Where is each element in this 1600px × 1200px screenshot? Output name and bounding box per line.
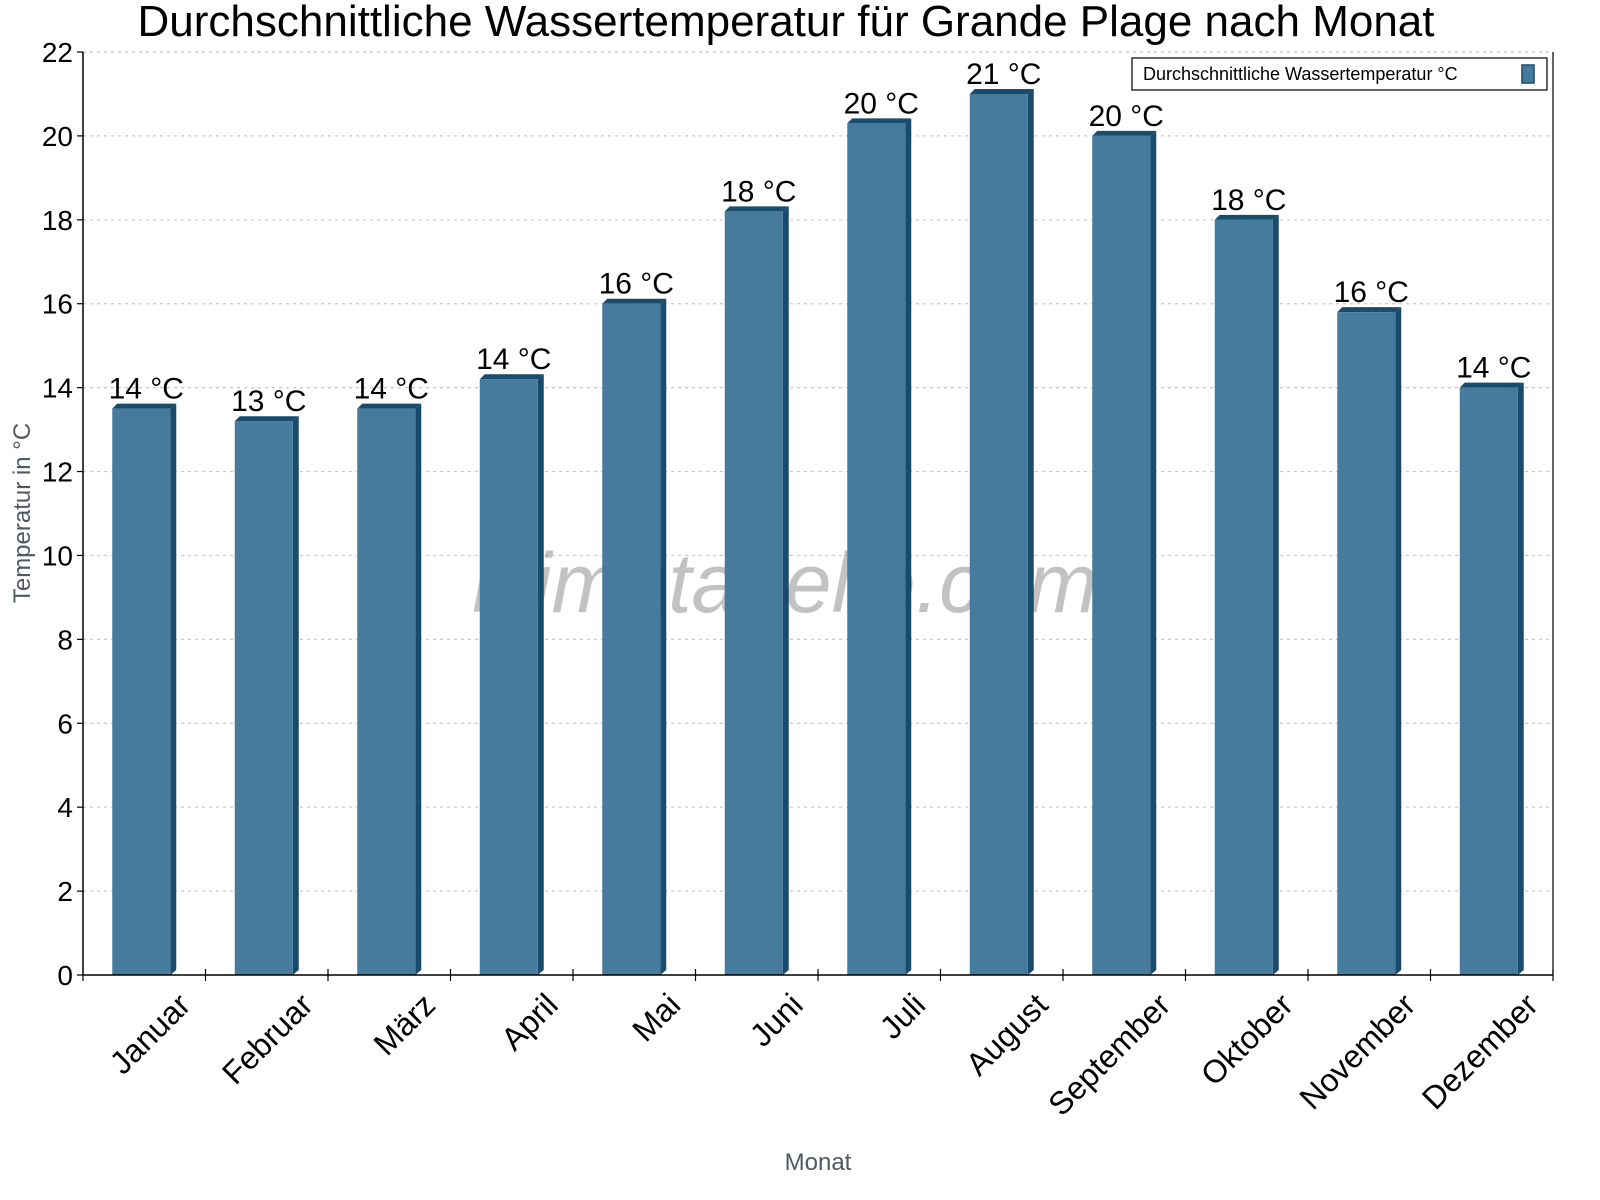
value-label: 14 °C [109, 373, 184, 406]
value-label: 20 °C [844, 87, 919, 120]
legend-box [1131, 57, 1548, 91]
x-tick-label: Juli [873, 986, 932, 1045]
value-label: 20 °C [1089, 100, 1164, 133]
y-tick-label: 16 [42, 289, 73, 320]
bar-side [1027, 88, 1034, 976]
bar-märz: 14 °C [354, 373, 429, 975]
bar-face [724, 211, 783, 976]
bar-top [724, 206, 789, 212]
bar-juni: 18 °C [721, 175, 796, 976]
bar-dezember: 14 °C [1456, 352, 1531, 975]
x-tick-label: April [494, 986, 565, 1057]
x-tick-label: Februar [215, 986, 320, 1091]
legend-swatch [1521, 64, 1535, 84]
bar-top [1337, 307, 1402, 313]
x-tick-label: Oktober [1194, 986, 1300, 1092]
bar-face [479, 379, 538, 975]
gridlines [83, 51, 1553, 892]
x-axis-ticks: Januar Februar März April Mai Juni Juli AugustS… [82, 969, 1554, 1123]
bar-side [415, 403, 422, 975]
x-axis-title: Monat [785, 1149, 852, 1176]
x-tick-label: Dezember [1415, 986, 1545, 1116]
bar-oktober: 18 °C [1211, 184, 1286, 975]
value-label: 14 °C [1456, 352, 1531, 385]
value-label: 16 °C [1334, 276, 1409, 309]
bar-face [602, 303, 661, 975]
x-tick-label: August [959, 986, 1055, 1082]
bar-august: 21 °C [966, 58, 1041, 976]
y-tick-label: 4 [57, 792, 73, 823]
x-tick-label: Januar [103, 986, 198, 1081]
x-tick-label: Juni [743, 986, 810, 1053]
y-tick-label: 8 [57, 624, 73, 655]
bar-face [234, 421, 293, 975]
bar-side [660, 298, 667, 975]
value-label: 14 °C [354, 373, 429, 406]
x-tick-label: September [1041, 986, 1177, 1122]
legend-label: Durchschnittliche Wassertemperatur °C [1143, 64, 1458, 84]
y-tick-label: 12 [42, 457, 73, 488]
bar-januar: 14 °C [109, 373, 184, 975]
axes [82, 52, 1554, 976]
bar-top [112, 403, 177, 409]
y-tick-label: 18 [42, 205, 73, 236]
y-tick-label: 6 [57, 708, 73, 739]
bar-face [847, 123, 906, 975]
value-label: 13 °C [231, 385, 306, 418]
x-tick-label: März [366, 986, 442, 1062]
bars: 14 °C 13 °C 14 °C 14 °C 16 °C 18 °C 20 °C 21 °C… [109, 58, 1531, 976]
value-label: 21 °C [966, 58, 1041, 91]
bar-top [234, 416, 299, 422]
bar-september: 20 °C [1089, 100, 1164, 976]
bar-mai: 16 °C [599, 268, 674, 975]
bar-top [357, 403, 422, 409]
x-tick-label: November [1292, 986, 1422, 1116]
bar-side [292, 416, 299, 975]
bar-side [905, 118, 912, 975]
bar-side [537, 374, 544, 975]
bar-side [1395, 307, 1402, 976]
bar-face [1214, 219, 1273, 975]
y-tick-label: 0 [57, 960, 73, 991]
bar-face [112, 408, 171, 975]
bar-face [1092, 135, 1151, 976]
value-label: 14 °C [476, 343, 551, 376]
bar-top [1214, 214, 1279, 220]
value-label: 16 °C [599, 268, 674, 301]
chart-title: Durchschnittliche Wassertemperatur für G… [138, 0, 1435, 46]
value-label: 18 °C [1211, 184, 1286, 217]
y-axis-ticks: 0 2 4 6 8 10 12 14 16 18 20 22 [42, 37, 83, 991]
value-label: 18 °C [721, 175, 796, 208]
bar-top [1459, 382, 1524, 388]
y-tick-label: 22 [42, 37, 73, 68]
y-tick-label: 14 [42, 373, 73, 404]
bar-februar: 13 °C [231, 385, 306, 975]
bar-top [479, 374, 544, 380]
bar-top [602, 298, 667, 304]
bar-face [357, 408, 416, 975]
bar-juli: 20 °C [844, 87, 919, 975]
bar-side [1150, 130, 1157, 976]
legend: Durchschnittliche Wassertemperatur °C [1131, 57, 1548, 91]
y-tick-label: 10 [42, 540, 73, 571]
bar-april: 14 °C [476, 343, 551, 975]
bar-face [969, 93, 1028, 976]
bar-top [847, 118, 912, 124]
bar-side [1517, 382, 1524, 975]
y-tick-label: 20 [42, 121, 73, 152]
bar-top [969, 88, 1034, 94]
x-tick-label: Mai [625, 986, 687, 1048]
bar-side [1272, 214, 1279, 975]
bar-side [782, 206, 789, 976]
y-tick-label: 2 [57, 876, 73, 907]
bar-november: 16 °C [1334, 276, 1409, 976]
y-axis-title: Temperatur in °C [9, 423, 36, 603]
bar-side [170, 403, 177, 975]
bar-top [1092, 130, 1157, 136]
bar-face [1459, 387, 1518, 975]
bar-face [1337, 312, 1396, 976]
